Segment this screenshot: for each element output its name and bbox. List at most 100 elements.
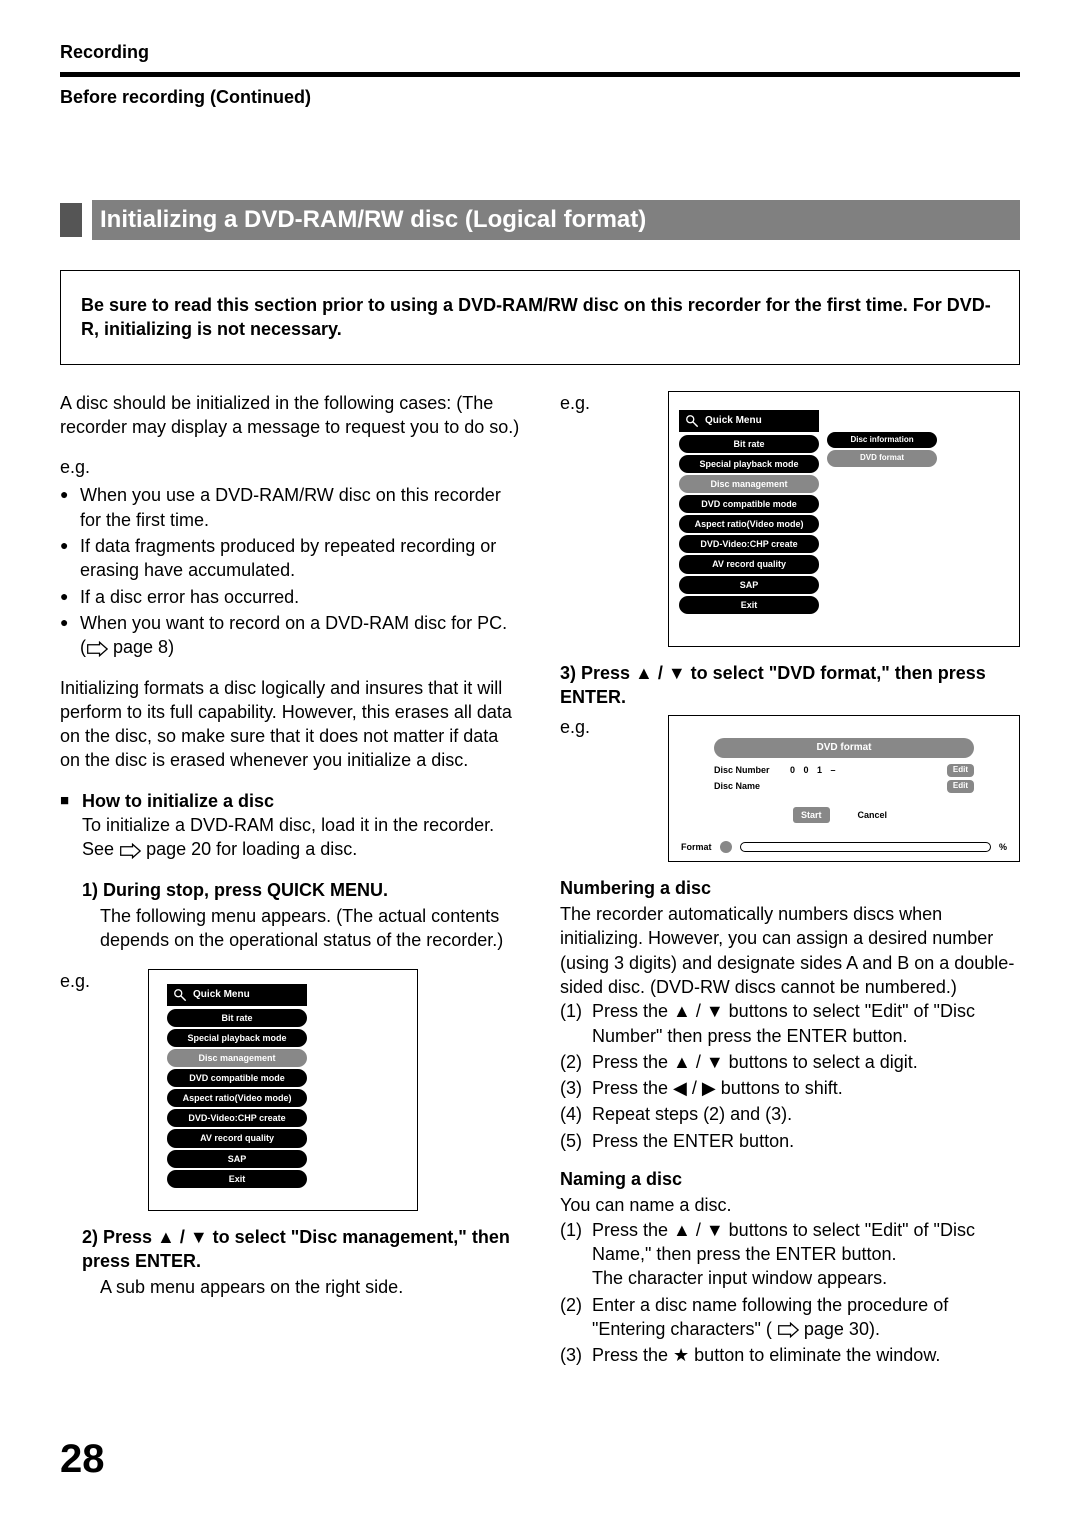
arrow-right-icon [119,843,141,859]
intro-paragraph: A disc should be initialized in the foll… [60,391,520,440]
menu-item: DVD-Video:CHP create [679,535,819,553]
quick-menu-title: Quick Menu [705,414,762,428]
howto-body: To initialize a DVD-RAM disc, load it in… [60,813,520,862]
disc-name-label: Disc Name [714,780,784,792]
naming-steps: (1) Press the ▲ / ▼ buttons to select "E… [560,1218,1020,1368]
cancel-button: Cancel [850,807,896,823]
step-text: The character input window appears. [592,1268,887,1288]
step-text: Press the ENTER button. [592,1131,794,1151]
disc-number-value: 0 0 1 – [790,764,941,776]
quick-menu-figure: Quick Menu Bit rate Special playback mod… [148,969,418,1211]
submenu: Disc information DVD format [827,430,937,470]
step-text: Press the ★ button to eliminate the wind… [592,1345,940,1365]
menu-item: Special playback mode [167,1029,307,1047]
menu-item: Aspect ratio(Video mode) [167,1089,307,1107]
menu-item: Special playback mode [679,455,819,473]
naming-body: You can name a disc. [560,1193,1020,1217]
menu-item-highlighted: Disc management [679,475,819,493]
list-item: (3)Press the ★ button to eliminate the w… [560,1343,1020,1367]
menu-item: AV record quality [679,555,819,573]
menu-item: SAP [167,1150,307,1168]
progress-bar [740,842,991,852]
list-item: (2)Press the ▲ / ▼ buttons to select a d… [560,1050,1020,1074]
format-progress-row: Format % [681,841,1007,853]
menu-item: Exit [679,596,819,614]
step-text: Press the ▲ / ▼ buttons to select a digi… [592,1052,918,1072]
quick-menu-header: Quick Menu [679,410,819,432]
edit-button: Edit [947,780,974,793]
list-item: (4)Repeat steps (2) and (3). [560,1102,1020,1126]
dvd-format-figure: DVD format Disc Number 0 0 1 – Edit Disc… [668,715,1020,861]
eg-label: e.g. [560,391,590,415]
step-1-heading: 1) During stop, press QUICK MENU. [60,878,520,902]
quick-menu-header: Quick Menu [167,984,307,1006]
list-item: (2) Enter a disc name following the proc… [560,1293,1020,1342]
menu-item: DVD-Video:CHP create [167,1109,307,1127]
numbering-body: The recorder automatically numbers discs… [560,902,1020,999]
quick-menu-icon [173,988,187,1002]
disc-number-row: Disc Number 0 0 1 – Edit [714,764,974,777]
disc-number-label: Disc Number [714,764,784,776]
left-column: A disc should be initialized in the foll… [60,391,520,1370]
dvd-format-title: DVD format [714,738,974,758]
menu-item: AV record quality [167,1129,307,1147]
disc-name-row: Disc Name Edit [714,780,974,793]
bullet-item: If a disc error has occurred. [60,585,520,609]
quick-menu-submenu-figure: Quick Menu Bit rate Special playback mod… [668,391,1020,647]
menu-item: Aspect ratio(Video mode) [679,515,819,533]
right-column: e.g. Quick Menu Bit rate Special playbac… [560,391,1020,1370]
howto-text-2: page 20 for loading a disc. [146,839,357,859]
step-2-body: A sub menu appears on the right side. [60,1275,520,1299]
list-item: (1) Press the ▲ / ▼ buttons to select "E… [560,1218,1020,1291]
page-number: 28 [60,1432,105,1486]
section-subtitle: Before recording (Continued) [60,85,1020,109]
howto-heading: How to initialize a disc [60,789,520,813]
quick-menu-title: Quick Menu [193,988,250,1002]
disc-icon [720,841,732,853]
eg-label: e.g. [60,969,90,993]
init-paragraph: Initializing formats a disc logically an… [60,676,520,773]
menu-item-highlighted: Disc management [167,1049,307,1067]
arrow-right-icon [86,641,108,657]
menu-item: DVD compatible mode [167,1069,307,1087]
step-3-heading: 3) Press ▲ / ▼ to select "DVD format," t… [560,661,1020,710]
submenu-item-highlighted: DVD format [827,450,937,467]
list-item: (5)Press the ENTER button. [560,1129,1020,1153]
menu-item: Exit [167,1170,307,1188]
format-label: Format [681,841,712,853]
step-text: Press the ◀ / ▶ buttons to shift. [592,1078,843,1098]
submenu-item: Disc information [827,432,937,449]
eg-label: e.g. [60,455,520,479]
naming-heading: Naming a disc [560,1167,1020,1191]
step-1-body: The following menu appears. (The actual … [60,904,520,953]
menu-item: Bit rate [679,435,819,453]
step-text: page 30). [804,1319,880,1339]
bullet-item: When you want to record on a DVD-RAM dis… [60,611,520,660]
list-item: (3)Press the ◀ / ▶ buttons to shift. [560,1076,1020,1100]
title-block-icon [60,203,82,237]
eg-label: e.g. [560,715,590,739]
step-text: Press the ▲ / ▼ buttons to select "Edit"… [592,1001,975,1045]
title-bar: Initializing a DVD-RAM/RW disc (Logical … [60,200,1020,240]
bullet-text: When you want to record on a DVD-RAM dis… [80,613,507,633]
start-button: Start [793,807,830,823]
section-header: Recording [60,40,1020,64]
page-title: Initializing a DVD-RAM/RW disc (Logical … [92,200,1020,240]
page-ref: page 8) [113,637,174,657]
numbering-steps: (1)Press the ▲ / ▼ buttons to select "Ed… [560,999,1020,1153]
menu-item: SAP [679,576,819,594]
step-text: Repeat steps (2) and (3). [592,1104,792,1124]
bullet-item: If data fragments produced by repeated r… [60,534,520,583]
step-2-heading: 2) Press ▲ / ▼ to select "Disc managemen… [60,1225,520,1274]
notice-box: Be sure to read this section prior to us… [60,270,1020,365]
bullet-item: When you use a DVD-RAM/RW disc on this r… [60,483,520,532]
step-text: Enter a disc name following the procedur… [592,1295,948,1339]
numbering-heading: Numbering a disc [560,876,1020,900]
header-rule [60,72,1020,77]
list-item: (1)Press the ▲ / ▼ buttons to select "Ed… [560,999,1020,1048]
bullet-list: When you use a DVD-RAM/RW disc on this r… [60,483,520,659]
percent-label: % [999,841,1007,853]
edit-button: Edit [947,764,974,777]
quick-menu-icon [685,414,699,428]
menu-item: Bit rate [167,1009,307,1027]
